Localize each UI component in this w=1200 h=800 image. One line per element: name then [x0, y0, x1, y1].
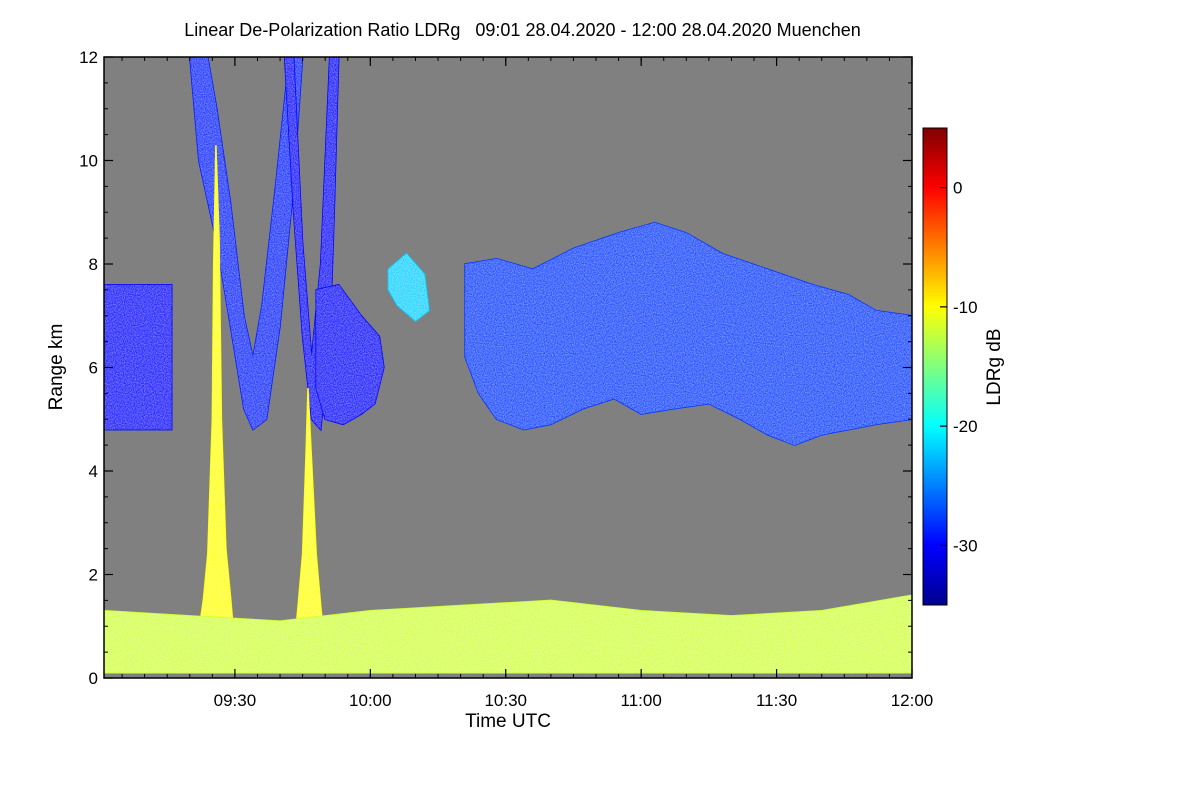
precipitation-column-texture-7 — [293, 388, 326, 653]
y-tick-label: 10 — [79, 152, 98, 171]
y-tick-label: 4 — [89, 462, 98, 481]
cirrus-patch-texture-3 — [316, 284, 384, 425]
y-axis-title: Range km — [46, 324, 67, 411]
y-tick-label: 2 — [89, 566, 98, 585]
colorbar-tick-label: -30 — [953, 536, 978, 555]
x-tick-label: 11:00 — [621, 691, 662, 710]
x-axis: 09:30 10:00 10:30 11:00 11:30 12:00 — [121, 57, 934, 710]
colorbar-tick-label: -20 — [953, 417, 978, 436]
precipitation-column-texture-6 — [194, 145, 235, 663]
cirrus-deck-texture-5 — [465, 222, 912, 446]
data-features — [104, 57, 912, 674]
y-tick-label: 8 — [89, 255, 98, 274]
thin-cirrus-patch-texture-4 — [388, 253, 429, 321]
colorbar-tick-label: 0 — [953, 179, 962, 198]
x-tick-label: 12:00 — [891, 691, 934, 710]
x-tick-label: 10:30 — [484, 691, 527, 710]
y-tick-label: 6 — [89, 359, 98, 378]
cirrus-band-texture-0 — [104, 284, 172, 430]
x-tick-label: 10:00 — [349, 691, 392, 710]
y-tick-label: 0 — [89, 669, 98, 688]
y-axis: 0 2 4 6 8 10 12 — [79, 48, 912, 688]
chart-title: Linear De-Polarization Ratio LDRg 09:01 … — [184, 20, 861, 40]
y-tick-label: 12 — [79, 48, 98, 67]
colorbar-title: LDRg dB — [984, 328, 1005, 405]
colorbar-tick-label: -10 — [953, 298, 978, 317]
x-tick-label: 09:30 — [214, 691, 257, 710]
colorbar-gradient — [922, 127, 948, 606]
fall-streak-arc-texture-1 — [189, 57, 303, 430]
colorbar: 0 -10 -20 -30 LDRg dB — [922, 127, 1005, 606]
boundary-layer-texture-8 — [104, 595, 912, 673]
x-tick-label: 11:30 — [756, 691, 797, 710]
x-axis-title: Time UTC — [465, 711, 551, 732]
